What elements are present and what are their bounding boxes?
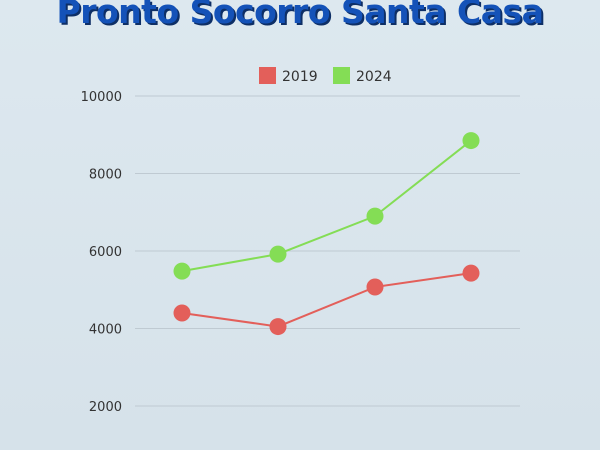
y-tick-2000: 2000 xyxy=(89,400,122,415)
point-2019-2 xyxy=(269,318,287,336)
point-2024-4 xyxy=(462,132,480,150)
y-tick-10000: 10000 xyxy=(81,90,122,105)
point-2024-2 xyxy=(269,245,287,263)
legend: 2019 2024 xyxy=(259,67,392,85)
series-points xyxy=(173,132,480,336)
legend-swatch-2019 xyxy=(259,67,276,84)
y-tick-6000: 6000 xyxy=(89,245,122,260)
legend-swatch-2024 xyxy=(333,67,350,84)
y-tick-4000: 4000 xyxy=(89,323,122,338)
point-2024-3 xyxy=(366,207,384,225)
gridlines xyxy=(135,95,520,407)
legend-label-2019: 2019 xyxy=(282,69,318,85)
point-2019-4 xyxy=(462,264,480,282)
legend-label-2024: 2024 xyxy=(356,69,392,85)
series-line-2019 xyxy=(181,272,472,328)
series-line-2024 xyxy=(181,139,472,273)
series-lines xyxy=(181,139,472,328)
point-2019-3 xyxy=(366,278,384,296)
point-2019-1 xyxy=(173,304,191,322)
chart-title: Pronto Socorro Santa Casa xyxy=(56,0,544,31)
point-2024-1 xyxy=(173,262,191,280)
y-tick-labels: 2000 4000 6000 8000 10000 xyxy=(81,90,122,415)
y-tick-8000: 8000 xyxy=(89,168,122,183)
